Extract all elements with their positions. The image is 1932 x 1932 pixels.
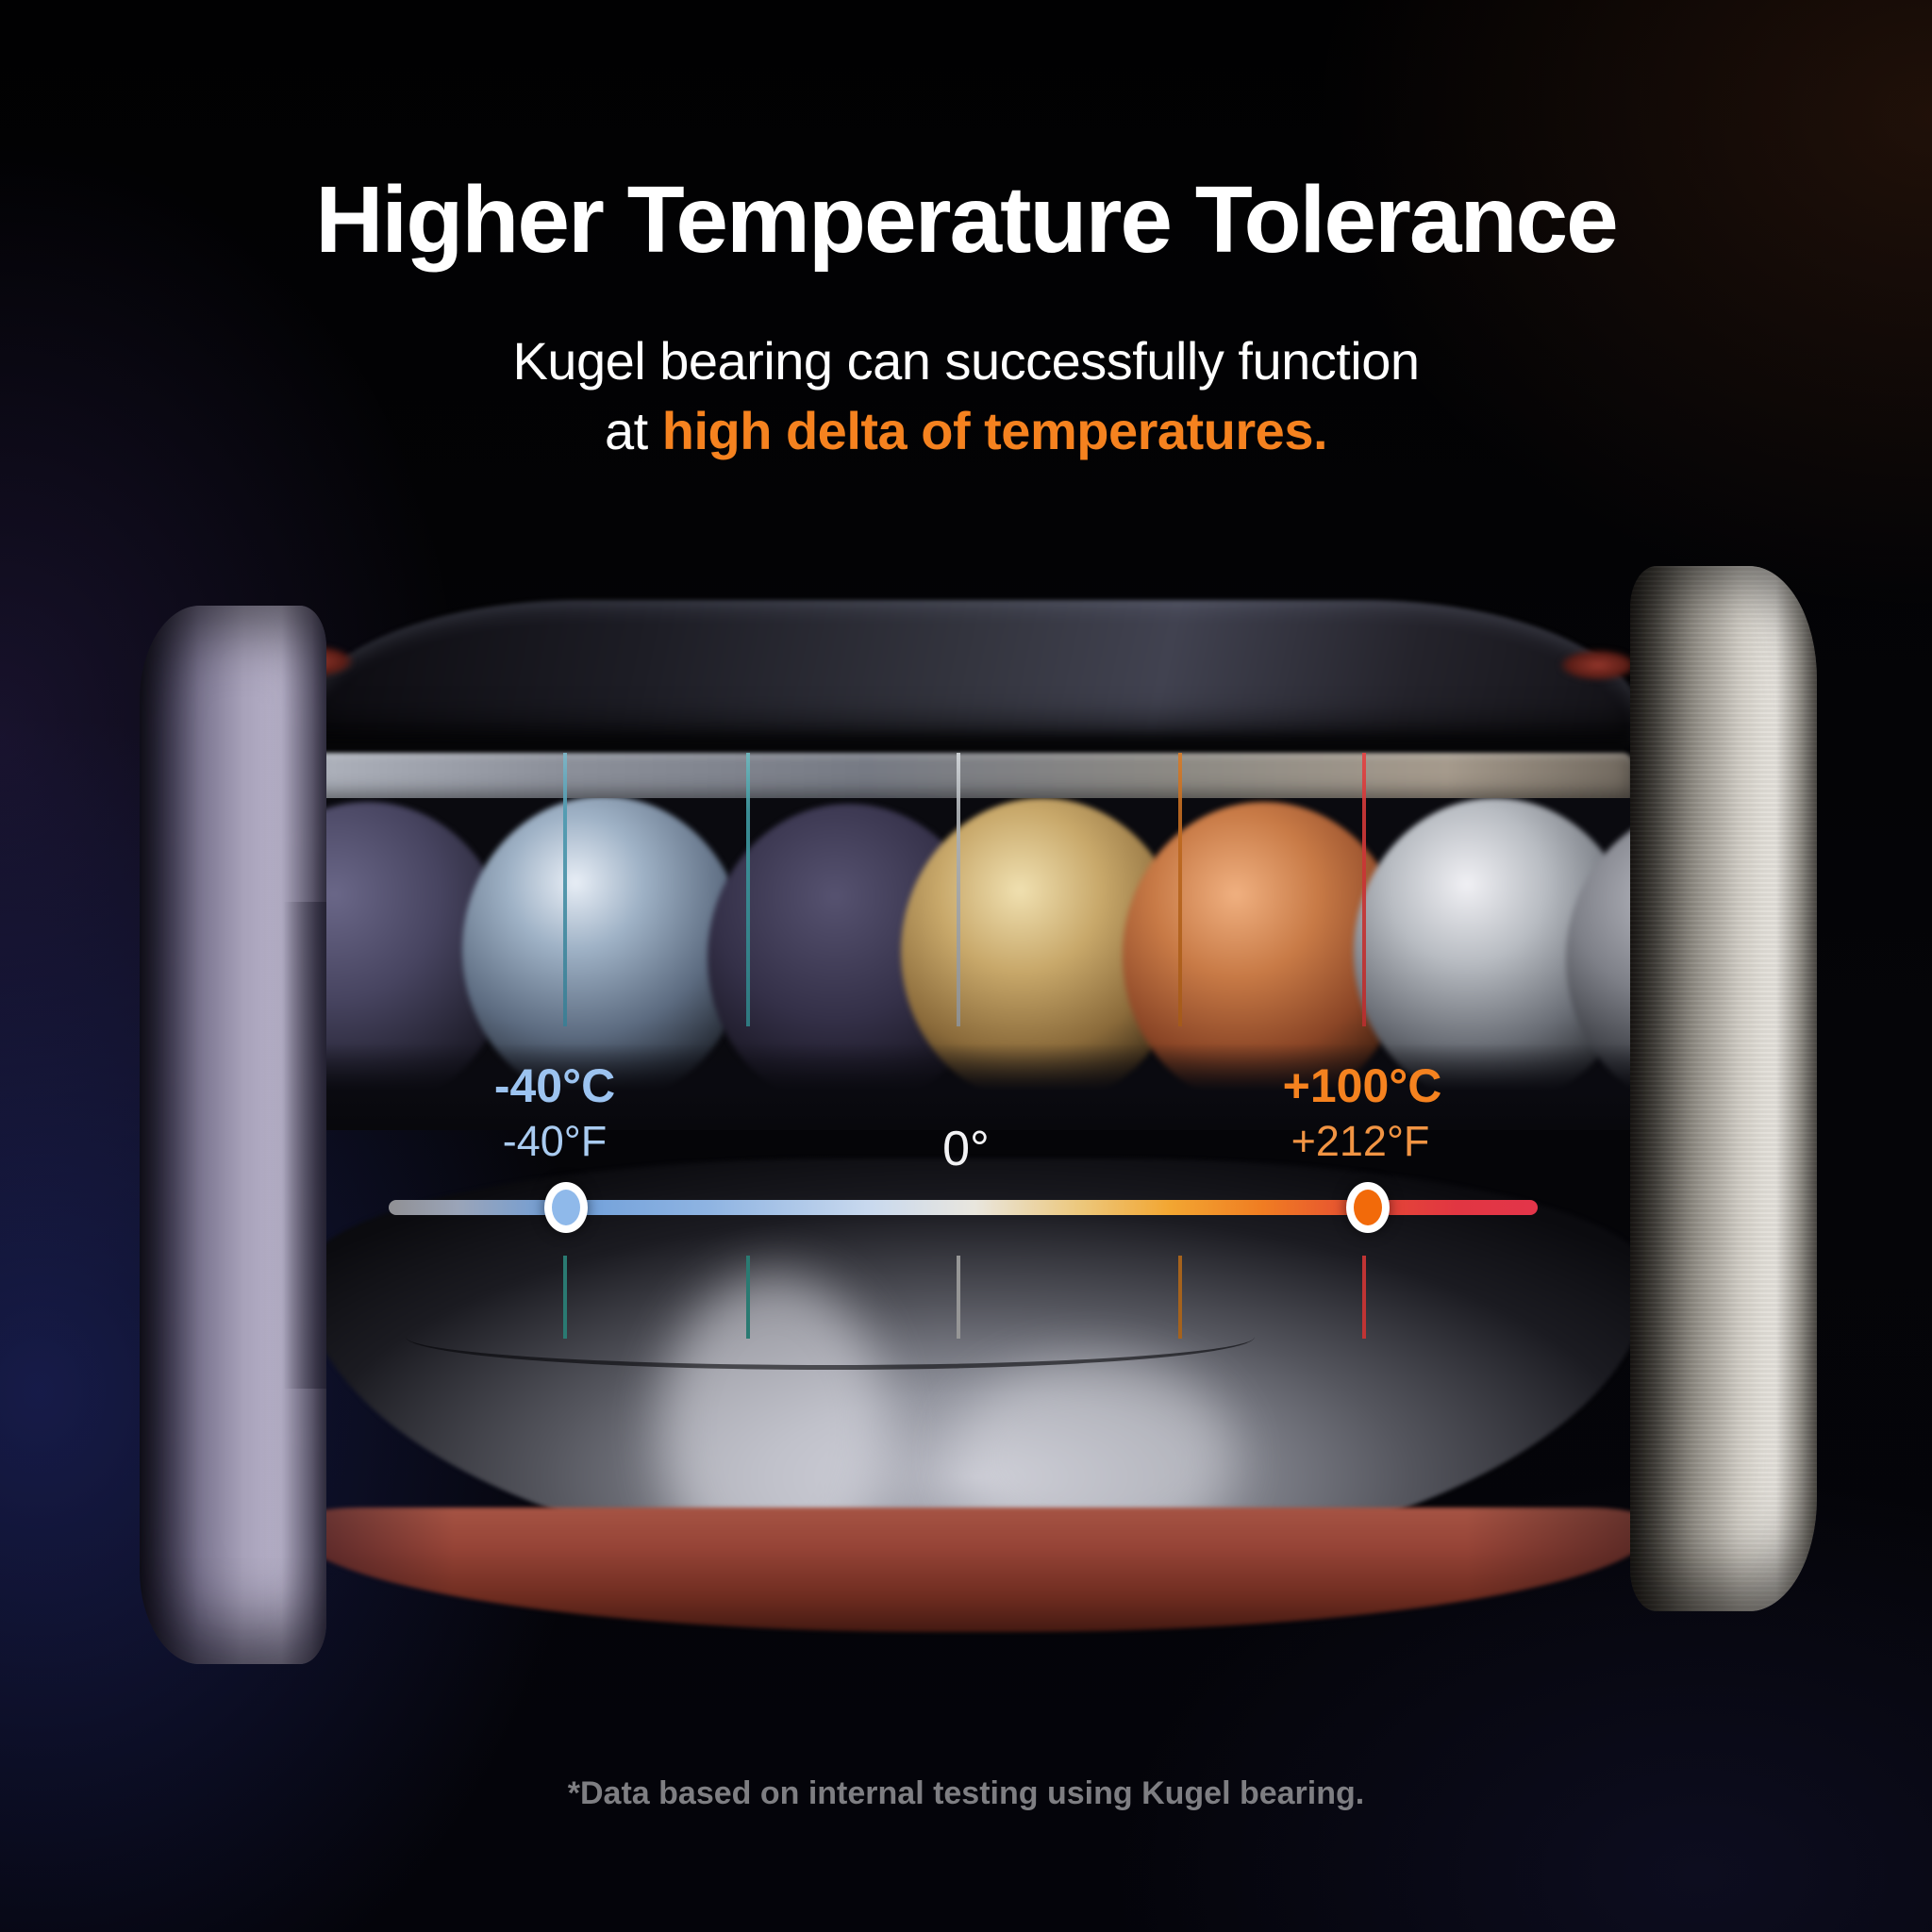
scale-tick-lower-hot: [1362, 1256, 1366, 1339]
bearing-race-edge-line: [406, 1304, 1255, 1370]
scale-tick-upper-zero: [957, 753, 960, 1026]
scale-tick-lower-zero: [957, 1256, 960, 1339]
hot-celsius-label: +100°C: [1282, 1059, 1442, 1112]
bearing-seal-glimpse-right: [1558, 649, 1638, 681]
scale-tick-upper-warm: [1178, 753, 1182, 1026]
scale-tick-upper-cold: [563, 753, 567, 1026]
subtitle-line2: at high delta of temperatures.: [0, 400, 1932, 461]
footnote: *Data based on internal testing using Ku…: [567, 1775, 1365, 1811]
temperature-slider-track[interactable]: [389, 1200, 1538, 1215]
bearing-balls-row: [311, 798, 1641, 1130]
cold-fahrenheit-label: -40°F: [502, 1117, 608, 1165]
hot-fahrenheit-label: +212°F: [1291, 1117, 1430, 1165]
page-title: Higher Temperature Tolerance: [315, 167, 1619, 273]
bearing-outer-race-band: [311, 753, 1632, 806]
zero-degree-label: 0°: [942, 1122, 990, 1176]
bearing-cage-shadow: [311, 1043, 1641, 1130]
cold-handle[interactable]: [544, 1182, 588, 1233]
scale-tick-upper-cool: [746, 753, 750, 1026]
scale-tick-lower-cool: [746, 1256, 750, 1339]
bearing-top-cap: [300, 600, 1643, 749]
scale-tick-lower-cold: [563, 1256, 567, 1339]
bearing-bottom-seal: [291, 1507, 1657, 1632]
subtitle-line2-prefix: at: [604, 401, 662, 460]
scale-tick-upper-hot: [1362, 753, 1366, 1026]
subtitle-line1: Kugel bearing can successfully function: [512, 331, 1420, 391]
scale-tick-lower-warm: [1178, 1256, 1182, 1339]
cold-celsius-label: -40°C: [493, 1059, 616, 1112]
subtitle-line2-highlight: high delta of temperatures.: [661, 401, 1328, 460]
bearing-right-ring: [1630, 566, 1817, 1611]
hot-handle[interactable]: [1346, 1182, 1390, 1233]
bearing-left-ring: [140, 606, 326, 1664]
